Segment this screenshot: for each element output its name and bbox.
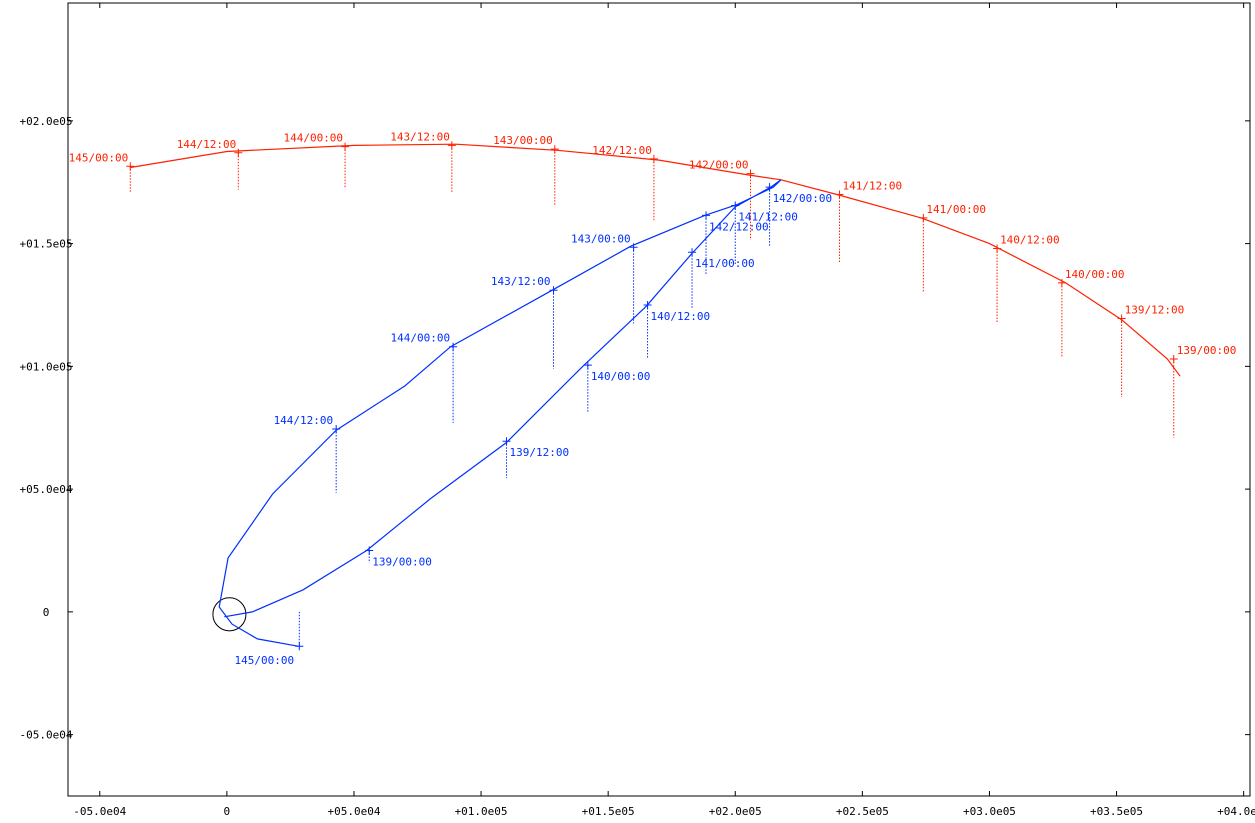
series-1-time-label: 139/12:00 [509,446,569,459]
y-tick-label: +01.0e05 [20,360,73,373]
series-1-time-label: 139/00:00 [372,555,432,568]
series-1-time-label: 140/00:00 [591,370,651,383]
series-0-time-label: 144/00:00 [283,132,343,145]
series-0-point-marker [746,169,755,178]
series-1-point-marker [502,437,511,446]
series-1-time-label: 141/12:00 [738,211,798,224]
series-1-point-marker [332,424,341,433]
series-0-time-label: 143/12:00 [390,130,450,143]
series-1-time-label: 142/00:00 [773,192,833,205]
series-1-point-marker [365,546,374,555]
x-tick-label: +01.0e05 [455,805,508,818]
series-0-point-marker [126,162,135,171]
series-0-point-marker [993,244,1002,253]
series-0-point-marker [234,148,243,157]
series-0-time-label: 145/00:00 [69,151,129,164]
series-layer: 139/00:00 139/12:00 140/00:00 140/12:00 141/… [69,130,1237,667]
series-1-time-label: 141/00:00 [695,257,755,270]
series-0-time-label: 139/00:00 [1177,344,1237,357]
series-1-point-marker [449,342,458,351]
series-1-point-marker [688,248,697,257]
series-1-point-marker [702,211,711,220]
series-0-point-marker [649,154,658,163]
x-tick-label: +05.0e04 [327,805,380,818]
series-1-point-marker [295,642,304,651]
x-tick-label: +01.5e05 [582,805,635,818]
y-tick-label: +01.5e05 [20,238,73,251]
series-1-time-label: 144/00:00 [390,332,450,345]
y-tick-label: 0 [43,606,50,619]
series-0-point-marker [919,213,928,222]
series-1-trajectory-line [218,179,782,647]
y-tick-label: +05.0e04 [20,483,73,496]
series-0-time-label: 143/00:00 [493,134,553,147]
series-1-time-label: 145/00:00 [235,654,295,667]
plot-frame [67,2,1251,797]
series-0-point-marker [1117,314,1126,323]
series-0-time-label: 140/12:00 [1000,234,1060,247]
series-1-point-marker [583,361,592,370]
x-tick-label: +04.0e05 [1217,805,1255,818]
series-0-time-label: 142/12:00 [592,144,652,157]
axis-ticks: -05.0e04 0 +05.0e04 +01.0e05 +01.5e05 +02.0e0… [20,3,1255,818]
series-0-point-marker [1057,278,1066,287]
series-1-point-marker [765,183,774,192]
series-1-point-marker [643,300,652,309]
series-0-time-label: 141/00:00 [926,203,986,216]
series-0-time-label: 141/12:00 [842,179,902,192]
x-tick-label: 0 [224,805,231,818]
x-tick-label: +02.5e05 [836,805,889,818]
series-0-time-label: 144/12:00 [177,138,237,151]
series-1-point-marker [549,286,558,295]
series-1-time-label: 143/12:00 [491,275,551,288]
series-1-time-label: 144/12:00 [274,414,334,427]
x-tick-label: +03.0e05 [963,805,1016,818]
series-0-time-label: 140/00:00 [1065,268,1125,281]
body-circle [212,597,247,632]
series-1-point-marker [731,201,740,210]
series-1-time-label: 143/00:00 [571,232,631,245]
series-0-point-marker [341,142,350,151]
y-tick-label: -05.0e04 [20,729,73,742]
series-1-time-label: 140/12:00 [651,310,711,323]
series-0-point-marker [1169,354,1178,363]
series-0-time-label: 142/00:00 [689,159,749,172]
series-0-point-marker [835,190,844,199]
series-0-point-marker [447,141,456,150]
series-1-point-marker [629,243,638,252]
series-0-time-label: 139/12:00 [1125,303,1185,316]
series-0-trajectory-line [130,143,1181,377]
x-tick-label: +03.5e05 [1090,805,1143,818]
series-1-time-label: 142/12:00 [709,220,769,233]
x-tick-label: -05.0e04 [73,805,126,818]
x-tick-label: +02.0e05 [709,805,762,818]
series-0-point-marker [550,145,559,154]
y-tick-label: +02.0e05 [20,115,73,128]
